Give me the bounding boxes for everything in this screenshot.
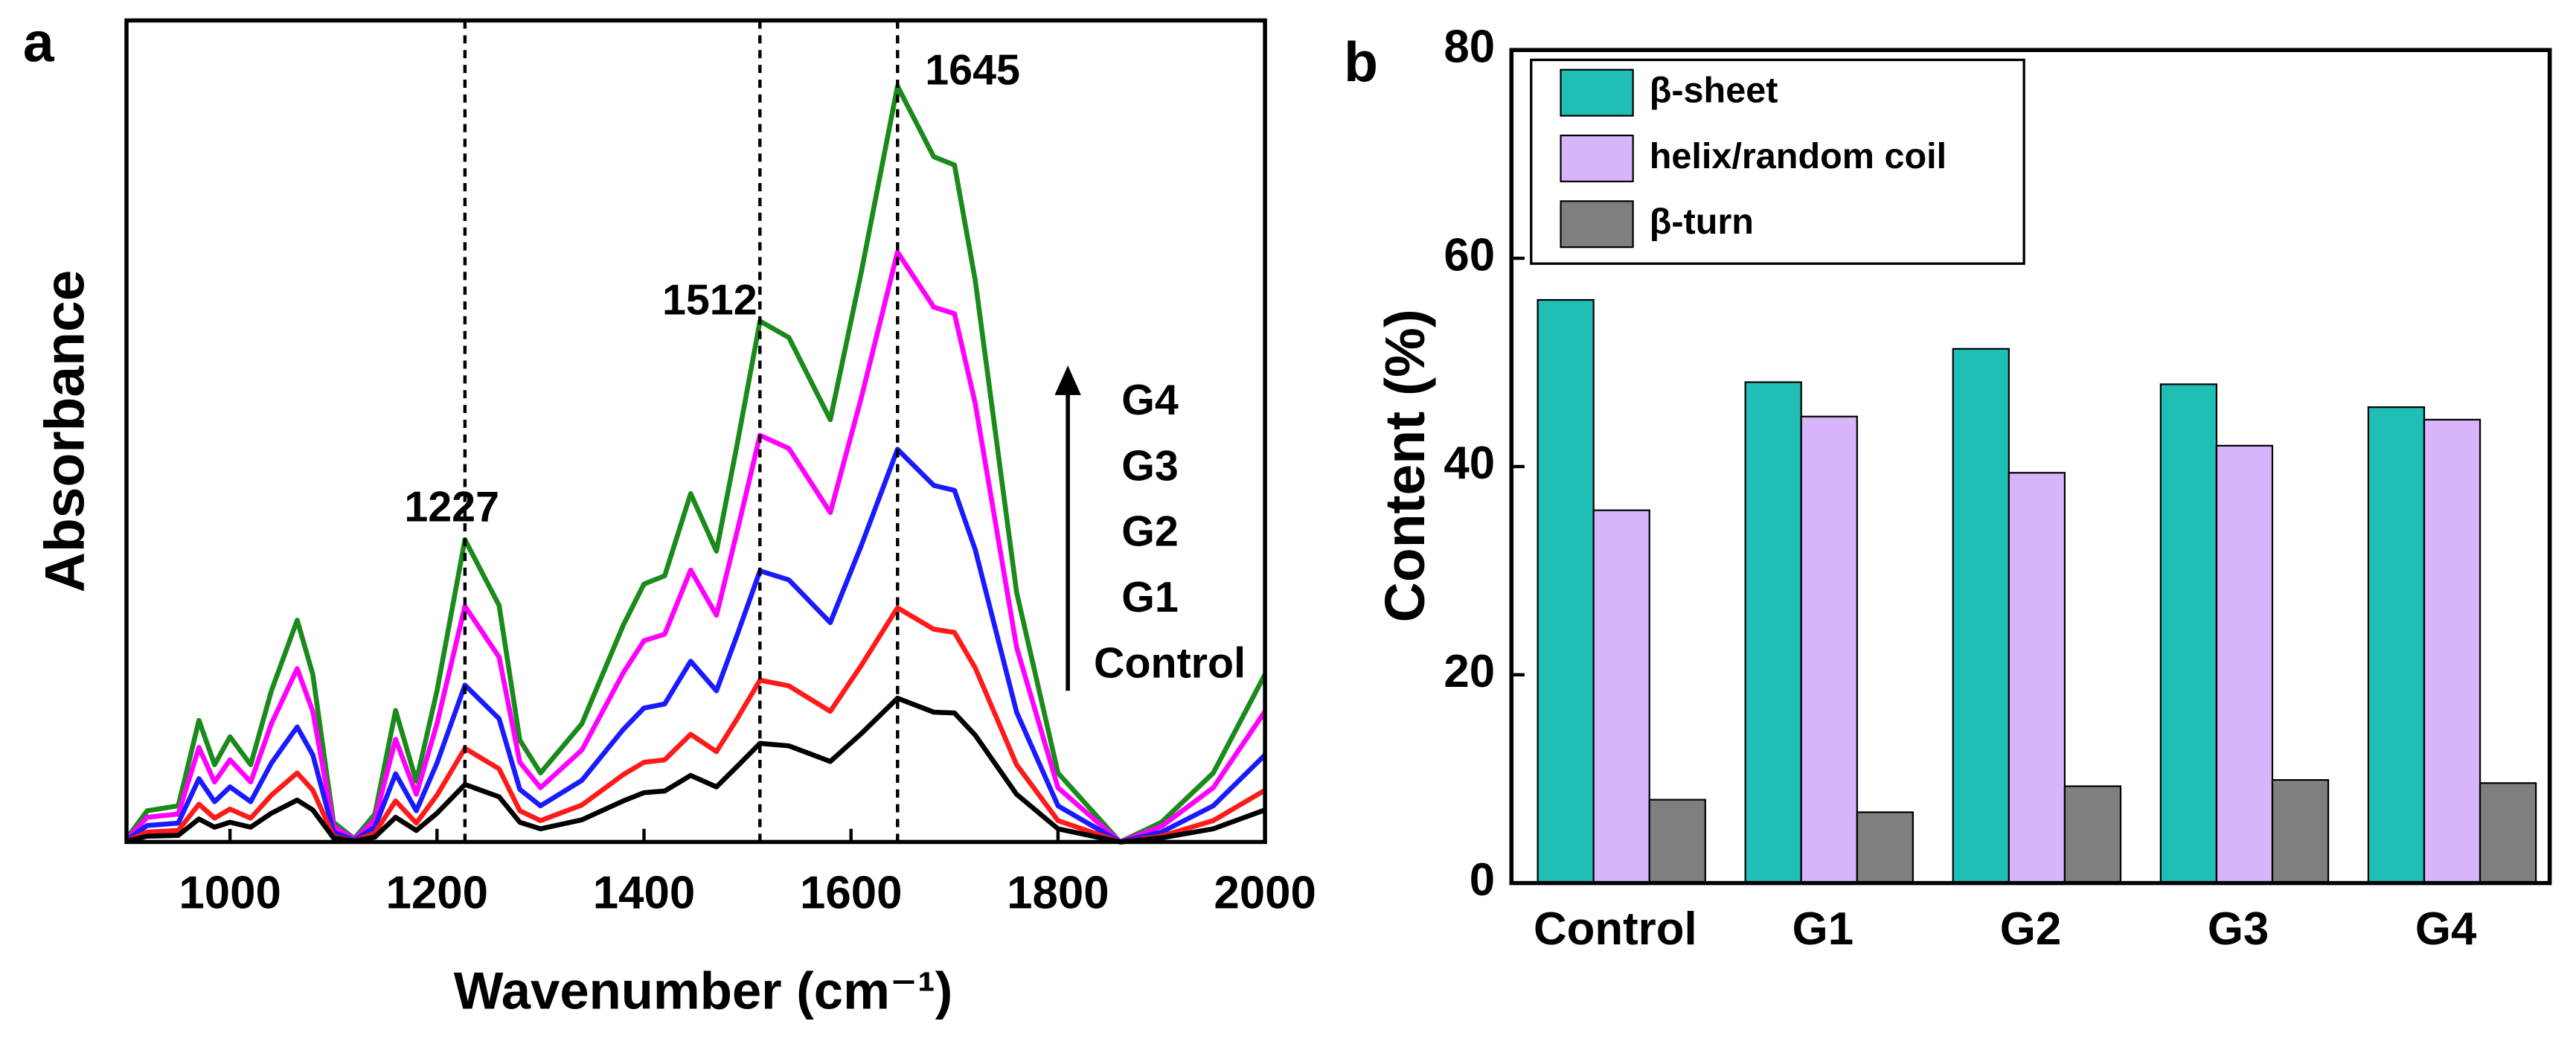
bar	[2159, 383, 2218, 884]
legend-swatch	[1560, 200, 1634, 249]
bar	[2367, 406, 2426, 884]
bar	[1952, 348, 2010, 884]
legend-label: β-turn	[1650, 202, 1754, 242]
y-tick-label: 20	[1444, 646, 1495, 697]
panel-label: b	[1344, 31, 1378, 93]
x-tick-label: G3	[2208, 903, 2269, 955]
x-tick-label: G1	[1792, 903, 1853, 955]
series-label: G4	[1121, 377, 1179, 424]
x-axis-label: Wavenumber (cm⁻¹)	[454, 961, 953, 1020]
y-tick-label: 40	[1444, 438, 1495, 489]
bar	[1648, 798, 1706, 884]
x-tick-label: G2	[2000, 903, 2061, 955]
spectrum-line	[124, 83, 1268, 845]
x-tick-label: 1600	[800, 868, 903, 919]
x-tick-label: 1800	[1007, 868, 1109, 919]
y-tick-label: 80	[1444, 22, 1495, 73]
bar	[2063, 785, 2122, 884]
spectrum-line	[125, 447, 1267, 845]
peak-label: 1227	[404, 484, 499, 531]
legend-swatch	[1560, 68, 1634, 117]
bar	[1592, 509, 1650, 884]
bar	[1744, 381, 1802, 884]
x-tick-label: 1000	[179, 868, 281, 919]
bar	[1537, 298, 1595, 884]
bar	[2271, 778, 2330, 884]
bar	[2008, 472, 2066, 884]
panel-label: a	[23, 11, 55, 74]
bar	[2423, 418, 2482, 884]
plot-frame	[124, 18, 1267, 845]
peak-label: 1512	[662, 276, 757, 324]
plot-frame	[1509, 48, 2552, 886]
bar	[2479, 782, 2537, 884]
x-tick-label: G4	[2415, 903, 2477, 955]
x-tick-label: 2000	[1214, 868, 1316, 919]
spectrum-line	[125, 605, 1266, 845]
legend-label: helix/random coil	[1650, 136, 1947, 176]
series-label: Control	[1094, 639, 1246, 687]
spectrum-line	[124, 249, 1267, 845]
y-tick-label: 0	[1470, 854, 1495, 906]
x-tick-label: Control	[1534, 903, 1697, 955]
y-axis-label: Content (%)	[1374, 309, 1436, 622]
y-axis-label: Absorbance	[33, 270, 96, 593]
series-label: G3	[1121, 442, 1179, 490]
peak-label: 1645	[925, 46, 1020, 94]
bar	[1800, 415, 1858, 884]
x-tick-label: 1200	[386, 868, 489, 919]
series-label: G1	[1121, 574, 1179, 621]
bar	[1856, 811, 1914, 884]
arrow-head	[1054, 365, 1081, 395]
y-tick-label: 60	[1444, 229, 1495, 281]
spectrum-line	[126, 695, 1266, 845]
legend-swatch	[1560, 134, 1634, 182]
bar	[2215, 444, 2274, 884]
x-tick-label: 1400	[593, 868, 696, 919]
legend-label: β-sheet	[1650, 70, 1778, 110]
series-label: G2	[1121, 508, 1179, 556]
